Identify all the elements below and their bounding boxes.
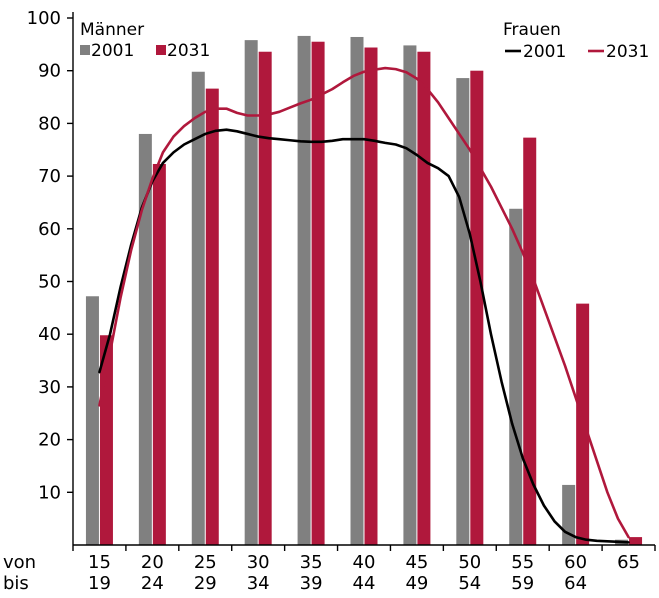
bar-2031-40: [364, 47, 378, 545]
y-tick-label: 20: [38, 430, 61, 451]
x-tick-label-to: 59: [511, 573, 534, 594]
legend-bars-title: Männer: [80, 20, 144, 40]
x-tick-label-from: 20: [141, 552, 164, 573]
y-tick-label: 90: [38, 61, 61, 82]
bar-2001-15: [85, 296, 99, 545]
x-tick-label-to: 19: [88, 573, 111, 594]
bar-2001-45: [403, 45, 417, 546]
bar-2031-35: [311, 41, 325, 545]
x-row-label-from: von: [3, 552, 36, 573]
x-tick-label-to: 24: [141, 573, 164, 594]
legend-label-bar-2031: 2031: [167, 41, 210, 61]
axis-layer: 1020304050607080901001519202425293034353…: [3, 8, 656, 594]
y-tick-label: 80: [38, 113, 61, 134]
y-tick-label: 100: [27, 8, 61, 29]
x-tick-label-from: 35: [300, 552, 323, 573]
bar-2031-55: [523, 137, 537, 545]
x-row-label-to: bis: [3, 573, 29, 594]
x-tick-label-to: 54: [458, 573, 481, 594]
x-tick-label-to: 39: [300, 573, 323, 594]
bar-2001-60: [562, 484, 576, 545]
x-tick-label-to: 34: [247, 573, 270, 594]
y-tick-label: 40: [38, 324, 61, 345]
legend-label-line-2001: 2001: [523, 42, 566, 62]
x-tick-label-from: 65: [617, 552, 640, 573]
y-tick-label: 50: [38, 272, 61, 293]
legend-label-line-2031: 2031: [606, 42, 649, 62]
x-tick-label-from: 45: [405, 552, 428, 573]
y-tick-label: 70: [38, 166, 61, 187]
bar-2031-25: [205, 88, 219, 546]
lines-layer: [98, 66, 630, 544]
x-tick-label-from: 60: [564, 552, 587, 573]
x-tick-label-to: 44: [353, 573, 376, 594]
bar-2001-35: [297, 35, 311, 546]
x-tick-label-from: 25: [194, 552, 217, 573]
legend-swatch-bar-2031: [156, 45, 166, 55]
line-2001: [98, 128, 630, 544]
y-tick-label: 10: [38, 482, 61, 503]
y-tick-label: 30: [38, 377, 61, 398]
legend-lines-title: Frauen: [503, 20, 561, 40]
bar-2031-20: [152, 163, 166, 546]
bars-layer: [85, 35, 643, 546]
x-tick-label-to: 64: [564, 573, 587, 594]
x-tick-label-to: 29: [194, 573, 217, 594]
bar-2031-60: [576, 303, 590, 545]
y-tick-label: 60: [38, 219, 61, 240]
bar-2001-40: [350, 36, 364, 545]
x-tick-label-from: 50: [458, 552, 481, 573]
bar-2031-65: [629, 537, 643, 545]
line-2031: [98, 66, 630, 539]
x-tick-label-from: 55: [511, 552, 534, 573]
bar-2001-25: [191, 71, 205, 545]
legend-swatch-bar-2001: [80, 45, 90, 55]
bar-2001-55: [509, 208, 523, 545]
x-tick-label-to: 49: [405, 573, 428, 594]
bar-2031-45: [417, 51, 431, 545]
bar-2001-50: [456, 78, 470, 545]
x-tick-label-from: 15: [88, 552, 111, 573]
legend-label-bar-2001: 2001: [91, 41, 134, 61]
bar-2031-50: [470, 70, 484, 545]
bar-2001-30: [244, 40, 258, 545]
x-tick-label-from: 40: [353, 552, 376, 573]
x-tick-label-from: 30: [247, 552, 270, 573]
bar-2001-20: [138, 133, 152, 545]
bar-2031-30: [258, 51, 272, 545]
